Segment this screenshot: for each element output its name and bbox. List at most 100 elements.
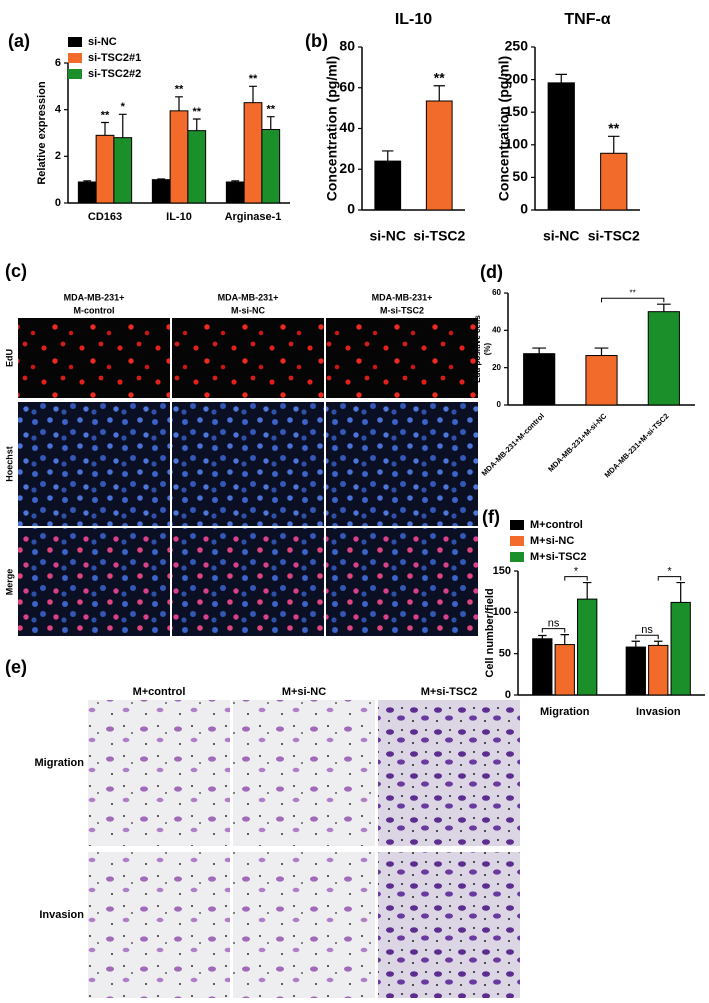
column-header: MDA-MB-231+: [64, 292, 125, 302]
significance-label: *: [121, 101, 126, 113]
micrograph: [172, 318, 324, 398]
micrograph: [233, 700, 375, 846]
x-tick-label: Migration: [540, 706, 590, 718]
y-tick-label: 0: [497, 400, 502, 409]
legend-swatch: [510, 520, 524, 530]
significance-label: ns: [548, 618, 560, 630]
row-label: EdU: [4, 349, 14, 367]
chart-title: IL-10: [395, 11, 432, 28]
x-tick-label: si-NC: [369, 228, 406, 244]
y-tick-label: 250: [505, 38, 529, 54]
x-tick-label: si-NC: [543, 228, 580, 244]
significance-bracket: [657, 576, 682, 581]
significance-bracket: [635, 634, 659, 640]
error-bar: [83, 180, 92, 182]
error-bar: [433, 85, 445, 101]
x-tick-label: MDA-MB-231+M-si-TSC2: [603, 411, 671, 479]
error-bar: [631, 640, 641, 648]
y-axis-label: Relative expression: [36, 81, 48, 185]
bar: [577, 598, 598, 696]
micrograph: [172, 402, 324, 526]
significance-label: **: [175, 84, 184, 96]
error-bar: [538, 634, 547, 639]
y-tick-label: 60: [339, 78, 355, 94]
error-bar: [192, 118, 201, 131]
y-tick-label: 60: [492, 288, 501, 297]
column-header: M+si-TSC2: [421, 686, 478, 698]
x-tick-label: IL-10: [166, 211, 192, 223]
panel-label: (a): [8, 31, 30, 51]
bar: [169, 110, 189, 204]
bar: [187, 130, 207, 204]
y-tick-label: 6: [55, 57, 61, 69]
y-tick-label: 50: [499, 648, 511, 660]
chart-title: TNF-α: [564, 11, 610, 28]
micrograph: [172, 528, 324, 636]
micrograph: [233, 852, 375, 998]
error-bar: [555, 73, 568, 83]
bar: [77, 181, 97, 204]
y-tick-label: 200: [505, 70, 529, 86]
y-tick-label: 0: [505, 689, 511, 701]
column-header: M-control: [74, 305, 115, 315]
error-bar: [607, 135, 620, 154]
y-axis-label: Concentration (pg/ml): [496, 56, 512, 201]
row-label: Invasion: [39, 909, 84, 921]
y-tick-label: 150: [493, 565, 511, 577]
y-tick-label: 0: [55, 197, 61, 209]
x-tick-label: Arginase-1: [225, 211, 282, 223]
significance-label: *: [574, 565, 579, 577]
significance-bracket: [541, 628, 566, 633]
x-tick-label: si-TSC2: [413, 228, 465, 244]
significance-label: *: [667, 565, 672, 577]
x-tick-label: si-TSC2: [588, 228, 640, 244]
legend-label: si-NC: [88, 36, 117, 48]
y-axis-label: (%): [483, 342, 492, 355]
y-tick-label: 100: [493, 606, 511, 618]
x-tick-label: MDA-MB-231+M-si-NC: [546, 411, 609, 474]
error-bar: [101, 121, 109, 136]
error-bar: [382, 150, 394, 162]
legend-label: M+control: [530, 519, 583, 531]
bar: [532, 638, 553, 696]
bar: [600, 152, 628, 211]
error-bar: [582, 581, 592, 600]
panel-label: (f): [482, 507, 500, 527]
column-header: MDA-MB-231+: [218, 292, 279, 302]
y-tick-label: 0: [347, 201, 355, 217]
panel-label: (e): [5, 657, 27, 677]
micrograph: [88, 700, 230, 846]
significance-label: **: [192, 106, 201, 118]
significance-bracket: [564, 576, 588, 581]
y-tick-label: 4: [55, 104, 62, 116]
panel-label: (d): [480, 262, 503, 282]
bar: [151, 179, 171, 204]
legend-label: si-TSC2#2: [88, 68, 141, 80]
significance-label: **: [249, 73, 258, 85]
panel-label: (b): [305, 31, 328, 51]
legend-label: M+si-TSC2: [530, 551, 587, 563]
bar: [648, 644, 669, 696]
y-axis-label: Cell number/field: [484, 588, 496, 677]
y-tick-label: 2: [55, 150, 61, 162]
micrograph: [18, 528, 170, 636]
error-bar: [594, 347, 609, 356]
bar: [113, 137, 133, 204]
micrograph: [88, 852, 230, 998]
y-tick-label: 50: [512, 168, 528, 184]
bar: [647, 311, 680, 406]
y-axis-label: Concentration (pg/ml): [324, 56, 340, 201]
significance-label: ns: [641, 624, 653, 636]
micrograph: [18, 402, 170, 526]
error-bar: [266, 116, 275, 130]
micrograph: [18, 318, 170, 398]
bar: [554, 644, 575, 696]
bar: [585, 355, 618, 406]
significance-label: **: [101, 109, 110, 121]
error-bar: [118, 113, 127, 138]
bar: [625, 646, 646, 696]
significance-label: **: [266, 104, 275, 116]
bar: [261, 129, 281, 204]
column-header: M+control: [133, 686, 186, 698]
